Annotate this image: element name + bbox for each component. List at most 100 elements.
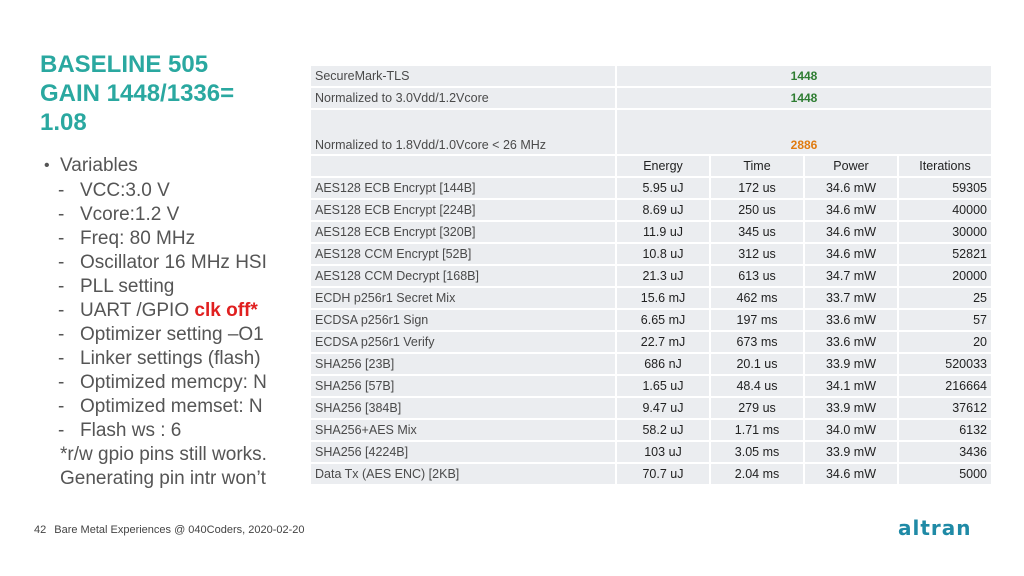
- variable-item: - Oscillator 16 MHz HSI: [44, 251, 304, 275]
- table-row: SHA256 [23B] 686 nJ 20.1 us 33.9 mW 520033: [311, 354, 991, 374]
- title-line-1: BASELINE 505: [40, 51, 209, 78]
- energy-cell: 686 nJ: [617, 354, 709, 374]
- variable-item: - VCC:3.0 V: [44, 179, 304, 203]
- variable-item: - UART /GPIO clk off*: [44, 299, 304, 323]
- table-row: ECDSA p256r1 Sign 6.65 mJ 197 ms 33.6 mW 57: [311, 310, 991, 330]
- column-header: Time: [711, 156, 803, 176]
- iterations-cell: 37612: [899, 398, 991, 418]
- dash-marker: -: [58, 324, 65, 345]
- energy-cell: 8.69 uJ: [617, 200, 709, 220]
- energy-cell: 15.6 mJ: [617, 288, 709, 308]
- power-cell: 34.6 mW: [805, 178, 897, 198]
- variable-text: Optimized memset: N: [80, 396, 263, 417]
- dash-marker: -: [58, 276, 65, 297]
- variable-item: - Optimized memcpy: N: [44, 371, 304, 395]
- power-cell: 33.7 mW: [805, 288, 897, 308]
- time-cell: 613 us: [711, 266, 803, 286]
- score-value: 2886: [617, 110, 991, 154]
- score-value: 1448: [617, 88, 991, 108]
- iterations-cell: 52821: [899, 244, 991, 264]
- benchmark-name: SHA256+AES Mix: [311, 420, 615, 440]
- benchmark-name: AES128 ECB Encrypt [144B]: [311, 178, 615, 198]
- time-cell: 20.1 us: [711, 354, 803, 374]
- energy-cell: 22.7 mJ: [617, 332, 709, 352]
- power-cell: 34.6 mW: [805, 200, 897, 220]
- iterations-cell: 40000: [899, 200, 991, 220]
- energy-cell: 5.95 uJ: [617, 178, 709, 198]
- energy-cell: 10.8 uJ: [617, 244, 709, 264]
- time-cell: 2.04 ms: [711, 464, 803, 484]
- benchmark-name: AES128 CCM Decrypt [168B]: [311, 266, 615, 286]
- score-label: Normalized to 3.0Vdd/1.2Vcore: [311, 88, 615, 108]
- dash-marker: -: [58, 252, 65, 273]
- dash-marker: -: [58, 396, 65, 417]
- time-cell: 48.4 us: [711, 376, 803, 396]
- score-label: SecureMark-TLS: [311, 66, 615, 86]
- time-cell: 462 ms: [711, 288, 803, 308]
- dash-marker: -: [58, 348, 65, 369]
- table-row: AES128 CCM Decrypt [168B] 21.3 uJ 613 us 34…: [311, 266, 991, 286]
- time-cell: 673 ms: [711, 332, 803, 352]
- iterations-cell: 20: [899, 332, 991, 352]
- table-row: SHA256 [4224B] 103 uJ 3.05 ms 33.9 mW 3436: [311, 442, 991, 462]
- energy-cell: 9.47 uJ: [617, 398, 709, 418]
- variable-text: VCC:3.0 V: [80, 180, 170, 201]
- iterations-cell: 20000: [899, 266, 991, 286]
- column-header: Iterations: [899, 156, 991, 176]
- benchmark-name: SHA256 [384B]: [311, 398, 615, 418]
- benchmark-name: AES128 CCM Encrypt [52B]: [311, 244, 615, 264]
- column-header: Power: [805, 156, 897, 176]
- header-row: Energy Time Power Iterations: [311, 156, 991, 176]
- iterations-cell: 57: [899, 310, 991, 330]
- iterations-cell: 6132: [899, 420, 991, 440]
- iterations-cell: 520033: [899, 354, 991, 374]
- iterations-cell: 59305: [899, 178, 991, 198]
- benchmark-name: AES128 ECB Encrypt [224B]: [311, 200, 615, 220]
- dash-marker: -: [58, 228, 65, 249]
- note-line-2: Generating pin intr won’t: [60, 468, 266, 489]
- variable-text: Vcore:1.2 V: [80, 204, 180, 225]
- altran-logo: altran: [898, 516, 988, 546]
- variable-text: Optimized memcpy: N: [80, 372, 267, 393]
- variables-heading-label: Variables: [60, 155, 138, 176]
- power-cell: 34.6 mW: [805, 222, 897, 242]
- time-cell: 312 us: [711, 244, 803, 264]
- score-value: 1448: [617, 66, 991, 86]
- power-cell: 34.6 mW: [805, 244, 897, 264]
- variable-text: Freq: 80 MHz: [80, 228, 196, 249]
- iterations-cell: 5000: [899, 464, 991, 484]
- header-blank: [311, 156, 615, 176]
- benchmark-name: ECDSA p256r1 Sign: [311, 310, 615, 330]
- benchmark-name: SHA256 [57B]: [311, 376, 615, 396]
- benchmark-name: SHA256 [4224B]: [311, 442, 615, 462]
- table-row: AES128 ECB Encrypt [224B] 8.69 uJ 250 us 34…: [311, 200, 991, 220]
- footer-text: Bare Metal Experiences @ 040Coders, 2020…: [54, 524, 305, 536]
- benchmark-name: AES128 ECB Encrypt [320B]: [311, 222, 615, 242]
- power-cell: 34.0 mW: [805, 420, 897, 440]
- energy-cell: 6.65 mJ: [617, 310, 709, 330]
- bullet-icon: •: [44, 157, 50, 174]
- svg-text:altran: altran: [898, 516, 972, 540]
- dash-marker: -: [58, 372, 65, 393]
- time-cell: 3.05 ms: [711, 442, 803, 462]
- variables-items: - VCC:3.0 V - Vcore:1.2 V - Freq: 80 MHz - Osci…: [44, 179, 304, 443]
- table-row: Data Tx (AES ENC) [2KB] 70.7 uJ 2.04 ms 34.…: [311, 464, 991, 484]
- dash-marker: -: [58, 300, 65, 321]
- power-cell: 34.7 mW: [805, 266, 897, 286]
- power-cell: 33.9 mW: [805, 398, 897, 418]
- title-line-3: 1.08: [40, 109, 87, 136]
- variable-text: Linker settings (flash): [80, 348, 261, 369]
- dash-marker: -: [58, 420, 65, 441]
- variables-heading: • Variables: [44, 153, 304, 179]
- clk-off-highlight: clk off*: [194, 300, 258, 321]
- table-row: SHA256+AES Mix 58.2 uJ 1.71 ms 34.0 mW 6132: [311, 420, 991, 440]
- variable-text: Optimizer setting –O1: [80, 324, 264, 345]
- table-row: AES128 ECB Encrypt [320B] 11.9 uJ 345 us 34…: [311, 222, 991, 242]
- time-cell: 197 ms: [711, 310, 803, 330]
- dash-marker: -: [58, 180, 65, 201]
- variable-item: - Linker settings (flash): [44, 347, 304, 371]
- variable-item: - PLL setting: [44, 275, 304, 299]
- variable-item: - Flash ws : 6: [44, 419, 304, 443]
- time-cell: 250 us: [711, 200, 803, 220]
- title-line-2: GAIN 1448/1336=: [40, 80, 235, 107]
